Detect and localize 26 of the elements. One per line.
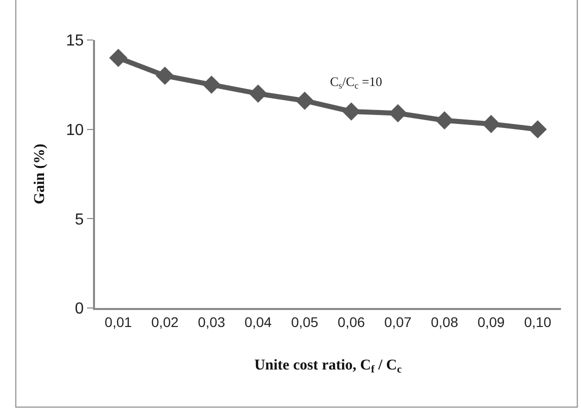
x-tick-label: 0,02 [151, 314, 179, 330]
point [109, 48, 128, 67]
x-tick-label: 0,01 [104, 314, 132, 330]
point [528, 120, 547, 138]
point [435, 111, 454, 130]
y-axis-title: Gain (%) [32, 144, 48, 204]
point [342, 102, 360, 121]
x-tick-label: 0,09 [477, 314, 505, 330]
y-tick-label: 15 [66, 32, 84, 50]
x-axis-title: Unite cost ratio, C$_{f}$ / C$_{c}$ [254, 357, 402, 376]
point [249, 84, 268, 103]
y-tick-label: 5 [74, 211, 84, 228]
point [202, 76, 221, 94]
y-tick-label: 0 [74, 300, 84, 318]
x-tick-label: 0,08 [430, 314, 458, 330]
point [156, 66, 174, 85]
annotation: C$_{s}$/C$_{c}$ =10 [330, 74, 382, 91]
x-tick-label: 0,04 [244, 314, 272, 330]
x-tick-label: 0,05 [291, 314, 319, 330]
point [296, 92, 314, 110]
x-tick-label: 0,10 [524, 314, 552, 330]
point [482, 114, 500, 134]
x-tick-label: 0,06 [338, 314, 366, 330]
y-tick-label: 10 [66, 122, 84, 139]
x-tick-label: 0,07 [384, 314, 412, 330]
x-tick-label: 0,03 [198, 314, 226, 330]
